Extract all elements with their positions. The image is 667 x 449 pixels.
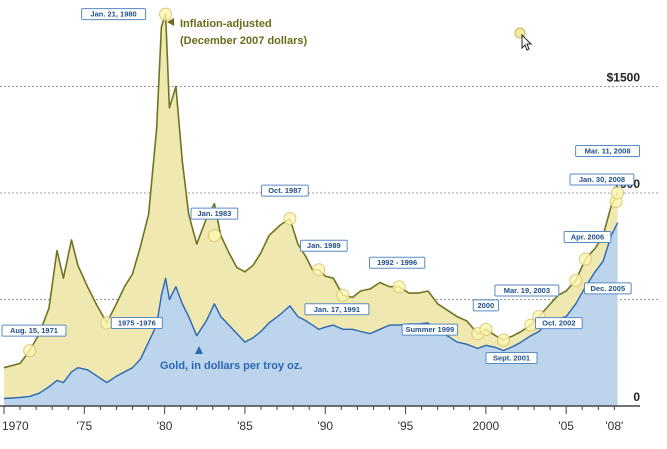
area-series bbox=[4, 14, 618, 406]
gold-price-area bbox=[4, 222, 618, 406]
annotation-label-box bbox=[299, 239, 348, 252]
legend-gold-label: Gold, in dollars per troy oz. bbox=[160, 360, 302, 372]
annotation-label-box bbox=[368, 256, 426, 269]
x-tick-label: 2000 bbox=[473, 419, 500, 433]
x-tick-label: '90 bbox=[317, 419, 333, 433]
x-tick-label: '08' bbox=[605, 419, 623, 433]
annotation-label: 1975 -1976 bbox=[118, 318, 156, 327]
annotation-label: Mar. 19, 2003 bbox=[504, 286, 550, 295]
annotation-marker bbox=[497, 333, 511, 347]
annotation-label-box bbox=[304, 303, 370, 316]
annotation-label: Summer 1999 bbox=[405, 325, 454, 334]
x-tick-label: 1970 bbox=[2, 419, 29, 433]
annotation-label: Oct. 1987 bbox=[268, 186, 301, 195]
annotation-label: Jan. 1989 bbox=[307, 241, 341, 250]
annotation-label: Jan. 30, 2008 bbox=[579, 175, 625, 184]
pointer-hand-icon bbox=[521, 33, 533, 51]
y-tick-label: 0 bbox=[633, 390, 640, 404]
annotation-label: Dec. 2005 bbox=[591, 284, 626, 293]
annotation-label-box bbox=[110, 316, 163, 329]
annotation-label-box bbox=[569, 173, 635, 186]
annotation-label-box bbox=[1, 324, 67, 337]
annotation-label-box bbox=[81, 8, 147, 21]
annotation-label: 1992 - 1996 bbox=[377, 258, 417, 267]
annotation-marker bbox=[392, 280, 406, 294]
annotation-marker bbox=[23, 344, 37, 358]
annotation-label: Jan. 21, 1980 bbox=[90, 10, 136, 19]
annotation-label: Jan. 17, 1991 bbox=[314, 305, 360, 314]
series-lines bbox=[3, 13, 619, 400]
legend: Inflation-adjusted (December 2007 dollars… bbox=[160, 18, 308, 372]
gold-price-line bbox=[3, 222, 619, 400]
x-tick-label: '95 bbox=[398, 419, 414, 433]
annotation-marker bbox=[283, 212, 297, 226]
annotation-marker bbox=[611, 186, 625, 200]
annotation-label-box bbox=[534, 317, 583, 330]
annotation-label-box bbox=[583, 282, 632, 295]
annotation-label-box bbox=[261, 184, 309, 197]
inflation-adjusted-line bbox=[3, 13, 619, 369]
annotation-marker bbox=[312, 263, 326, 277]
olive-pointer-icon bbox=[167, 18, 174, 26]
y-tick-label: $1500 bbox=[607, 71, 641, 85]
annotation-label: 2000 bbox=[478, 301, 495, 310]
x-tick-label: '75 bbox=[76, 419, 92, 433]
annotation-marker bbox=[578, 252, 592, 266]
mouse-cursor-icon bbox=[514, 27, 533, 51]
annotation-label-box bbox=[563, 231, 612, 244]
x-tick-label: '05 bbox=[558, 419, 574, 433]
x-axis: 1970 '75 '80 '85 '90 '95 2000 '05 '08' bbox=[0, 405, 640, 433]
gridlines bbox=[0, 86, 660, 301]
blue-pointer-icon bbox=[195, 346, 203, 354]
annotations: Jan. 21, 1980 Aug. 15, 1971 1975 -1976 Jan.… bbox=[1, 7, 641, 364]
annotation-label: Mar. 11, 2008 bbox=[585, 147, 631, 156]
annotation-marker bbox=[479, 322, 493, 336]
annotation-marker bbox=[336, 288, 350, 302]
annotation-marker bbox=[207, 229, 221, 243]
annotation-label: Sept. 2001 bbox=[493, 353, 530, 362]
x-tick-label: '80 bbox=[157, 419, 173, 433]
legend-inflation-label: Inflation-adjusted bbox=[180, 18, 272, 30]
annotation-label: Jan. 1983 bbox=[198, 209, 232, 218]
annotation-marker bbox=[159, 7, 173, 21]
annotation-label: Apr. 2006 bbox=[571, 233, 604, 242]
annotation-label: Aug. 15, 1971 bbox=[10, 326, 58, 335]
annotation-label-box bbox=[472, 299, 499, 312]
annotation-label-box bbox=[494, 284, 560, 297]
annotation-label-box bbox=[485, 351, 538, 364]
annotation-label-box bbox=[575, 145, 641, 158]
x-tick-label: '85 bbox=[237, 419, 253, 433]
annotation-marker bbox=[569, 273, 583, 287]
annotation-label-box bbox=[401, 323, 458, 336]
annotation-label-box bbox=[190, 207, 239, 220]
annotation-label: Oct. 2002 bbox=[542, 319, 575, 328]
legend-inflation-sublabel: (December 2007 dollars) bbox=[180, 35, 308, 47]
